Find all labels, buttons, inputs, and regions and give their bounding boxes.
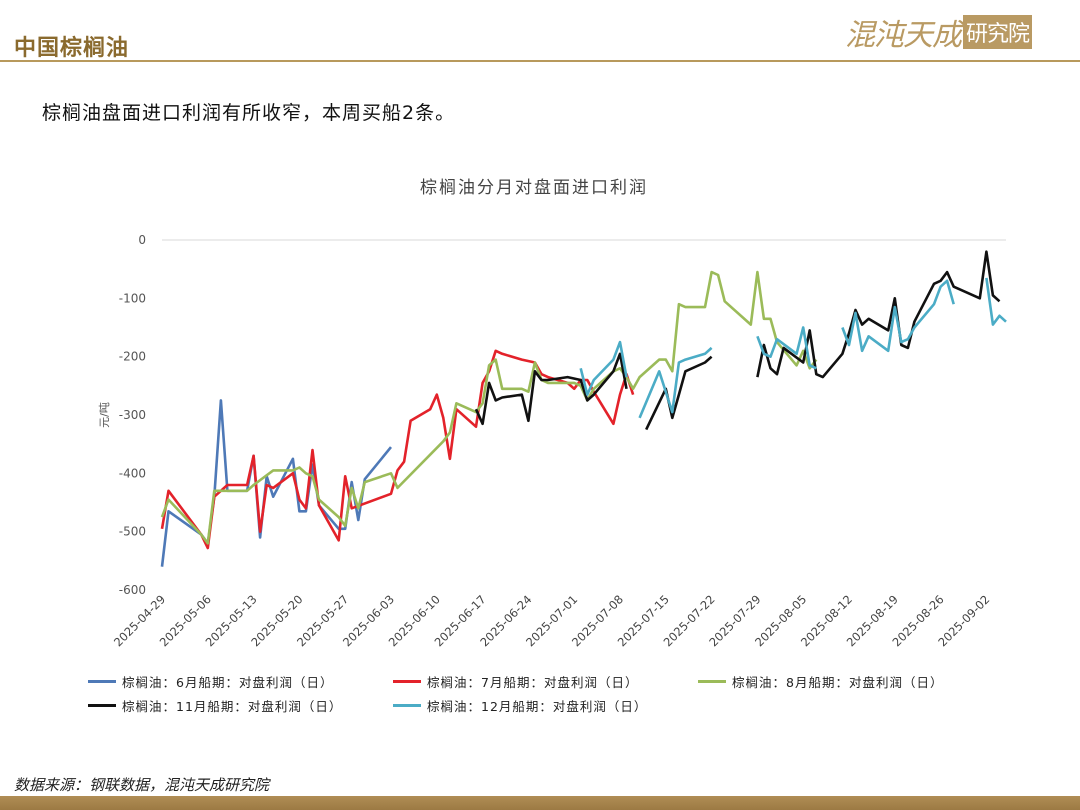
- legend-swatch: [393, 704, 421, 707]
- y-tick-label: -600: [119, 583, 146, 597]
- data-source-note: 数据来源：钢联数据，混沌天成研究院: [14, 776, 270, 794]
- series-line-3: [474, 250, 1001, 431]
- series-line-1: [160, 349, 635, 550]
- legend-item-3: 棕榈油：11月船期：对盘利润（日）: [88, 696, 342, 715]
- legend-swatch: [88, 704, 116, 707]
- series-line-0: [160, 399, 393, 567]
- y-tick-label: -300: [119, 408, 146, 422]
- legend-swatch: [698, 680, 726, 683]
- legend-item-0: 棕榈油：6月船期：对盘利润（日）: [88, 672, 333, 691]
- y-tick-label: -400: [119, 466, 146, 480]
- logo-box-text: 研究院: [963, 15, 1033, 49]
- logo-script-text: 混沌天成: [845, 18, 962, 53]
- y-tick-label: -100: [119, 291, 146, 305]
- legend-label: 棕榈油：11月船期：对盘利润（日）: [122, 699, 343, 714]
- legend-swatch: [88, 680, 116, 683]
- chart-title: 棕榈油分月对盘面进口利润: [420, 178, 648, 198]
- legend-label: 棕榈油：7月船期：对盘利润（日）: [427, 675, 639, 690]
- series-line-4: [579, 277, 1007, 419]
- y-tick-label: -500: [119, 525, 146, 539]
- series-line-2: [160, 270, 818, 545]
- legend-label: 棕榈油：6月船期：对盘利润（日）: [122, 675, 334, 690]
- legend-label: 棕榈油：12月船期：对盘利润（日）: [427, 699, 648, 714]
- legend-label: 棕榈油：8月船期：对盘利润（日）: [732, 675, 944, 690]
- footer-bar: [0, 796, 1080, 810]
- company-logo: 混沌天成 研究院: [845, 14, 1033, 53]
- legend-item-4: 棕榈油：12月船期：对盘利润（日）: [393, 696, 647, 715]
- page-header-title: 中国棕榈油: [14, 35, 130, 61]
- y-tick-label: 0: [138, 233, 146, 247]
- y-axis-label: 元/吨: [98, 402, 111, 428]
- summary-text: 棕榈油盘面进口利润有所收窄，本周买船2条。: [42, 102, 456, 124]
- legend-item-1: 棕榈油：7月船期：对盘利润（日）: [393, 672, 638, 691]
- y-tick-label: -200: [119, 350, 146, 364]
- legend-swatch: [393, 680, 421, 683]
- header-divider: [0, 60, 1080, 62]
- legend-item-2: 棕榈油：8月船期：对盘利润（日）: [698, 672, 943, 691]
